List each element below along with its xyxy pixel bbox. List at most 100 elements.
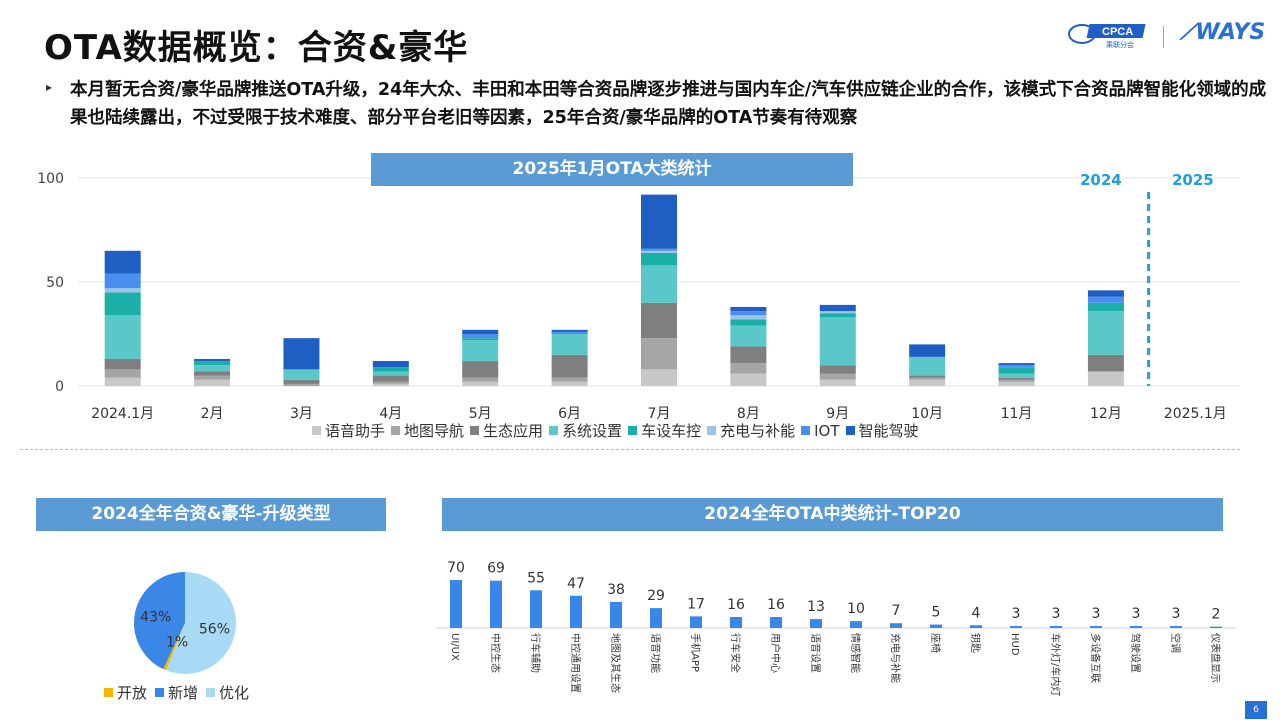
legend-label: 开放	[117, 684, 148, 702]
data-label: 38	[607, 582, 625, 598]
pie-slice	[163, 623, 185, 671]
summary-text: 本月暂无合资/豪华品牌推送OTA升级，24年大众、丰田和本田等合资品牌逐步推进与…	[70, 80, 1267, 128]
pie-label: 56%	[199, 622, 230, 638]
bar-segment	[998, 379, 1035, 382]
year-label-2024: 2024	[1080, 171, 1122, 189]
bar	[530, 590, 542, 628]
y-tick-label: 0	[55, 379, 64, 395]
x-tick-label: 车外灯/车内灯	[1049, 633, 1062, 696]
x-tick-label: 情感智能	[849, 633, 862, 673]
bar	[490, 580, 502, 628]
pie-slice	[166, 572, 236, 674]
bar	[970, 625, 982, 628]
ways-logo-mark: ⟋	[1180, 20, 1196, 45]
bar-segment	[194, 358, 231, 362]
bar-segment	[462, 381, 499, 386]
bar-segment	[462, 340, 499, 362]
bar-segment	[641, 265, 677, 303]
monthly-ota-stacked-bar-chart: 0 50 100 2024.1月 2月 3月 4月 5月 6月 7月 8月 9月 10月 11月 12月 20…	[37, 171, 1240, 420]
page-title: OTA数据概览：合资&豪华	[44, 28, 469, 68]
legend-item: 智能驾驶	[845, 420, 919, 441]
bar-segment	[551, 329, 588, 332]
bar-segment	[194, 379, 231, 386]
data-label: 17	[687, 596, 705, 612]
cpca-logo-text: CPCA	[1102, 26, 1133, 38]
legend-swatch	[549, 426, 559, 435]
data-label: 4	[972, 605, 981, 621]
bar	[1210, 626, 1222, 628]
bar-segment	[283, 369, 320, 380]
x-tick-label: 仪表盘显示	[1209, 633, 1222, 683]
bar-segment	[104, 358, 141, 370]
bar-segment	[104, 292, 141, 316]
x-tick-label: 2024.1月	[91, 406, 154, 420]
bar-segment	[641, 194, 677, 249]
legend-item: 生态应用	[470, 420, 543, 441]
upgrade-type-pie-chart: 1% 43% 56%	[134, 572, 236, 674]
bar-segment	[194, 365, 231, 372]
x-tick-label: 7月	[648, 406, 671, 420]
data-label: 16	[767, 597, 785, 613]
bar-segment	[998, 367, 1035, 374]
bar-segment	[641, 369, 677, 386]
legend-label: 新增	[168, 684, 199, 702]
bar-segment	[1087, 296, 1124, 303]
bar-segment	[641, 252, 677, 266]
pie-legend-item: 优化	[206, 682, 249, 703]
bar	[850, 621, 862, 628]
bar-segment	[1087, 290, 1124, 297]
legend-swatch	[104, 688, 113, 697]
data-label: 3	[1172, 606, 1181, 622]
bar	[1090, 625, 1102, 628]
legend-swatch	[628, 426, 638, 435]
bar-segment	[909, 375, 946, 378]
legend-item: 语音助手	[312, 420, 385, 441]
x-tick-label: 2025.1月	[1164, 406, 1227, 420]
bar	[810, 619, 822, 628]
x-tick-label: 行车辅助	[529, 633, 542, 673]
bar-segment	[819, 304, 856, 312]
bar-segment	[1087, 302, 1124, 312]
x-tick-label: 6月	[558, 406, 581, 420]
legend-swatch	[312, 426, 321, 435]
bar-segment	[372, 371, 409, 376]
legend-item: 系统设置	[549, 420, 622, 441]
legend-swatch	[391, 426, 401, 435]
data-label: 3	[1012, 606, 1021, 622]
x-tick-label: 4月	[379, 406, 402, 420]
legend-item: 车设车控	[628, 420, 701, 441]
bar	[570, 595, 582, 628]
x-tick-label: 10月	[911, 406, 943, 420]
data-label: 16	[727, 597, 745, 613]
legend-label: 地图导航	[404, 422, 465, 440]
x-tick-label: 中控生态	[489, 633, 502, 673]
data-label: 55	[527, 570, 545, 586]
bar-segment	[283, 383, 320, 386]
bar-segment	[998, 373, 1035, 378]
x-tick-label: 5月	[469, 406, 492, 420]
legend-swatch	[155, 688, 165, 697]
bar-segment	[730, 373, 767, 386]
x-tick-label: 用户中心	[769, 633, 782, 673]
bar	[610, 601, 622, 628]
bar-segment	[551, 377, 588, 382]
pie-legend-item: 新增	[155, 682, 198, 703]
bar-segment	[551, 331, 588, 334]
legend-swatch	[801, 426, 811, 435]
data-label: 13	[807, 599, 825, 615]
bar-segment	[462, 329, 499, 334]
data-label: 7	[892, 603, 901, 619]
year-label-2025: 2025	[1172, 171, 1214, 189]
bar-segment	[104, 273, 141, 289]
bar-segment	[462, 334, 499, 339]
data-label: 47	[567, 576, 585, 592]
data-label: 3	[1092, 606, 1101, 622]
bar-segment	[551, 381, 588, 386]
legend-label: 智能驾驶	[858, 422, 919, 440]
bar-segment	[819, 317, 856, 366]
x-tick-label: 8月	[737, 406, 760, 420]
x-tick-label: UI/UX	[449, 633, 460, 661]
legend-swatch	[206, 688, 216, 697]
page-number: 6	[1245, 701, 1267, 719]
pie-label: 43%	[140, 609, 171, 625]
